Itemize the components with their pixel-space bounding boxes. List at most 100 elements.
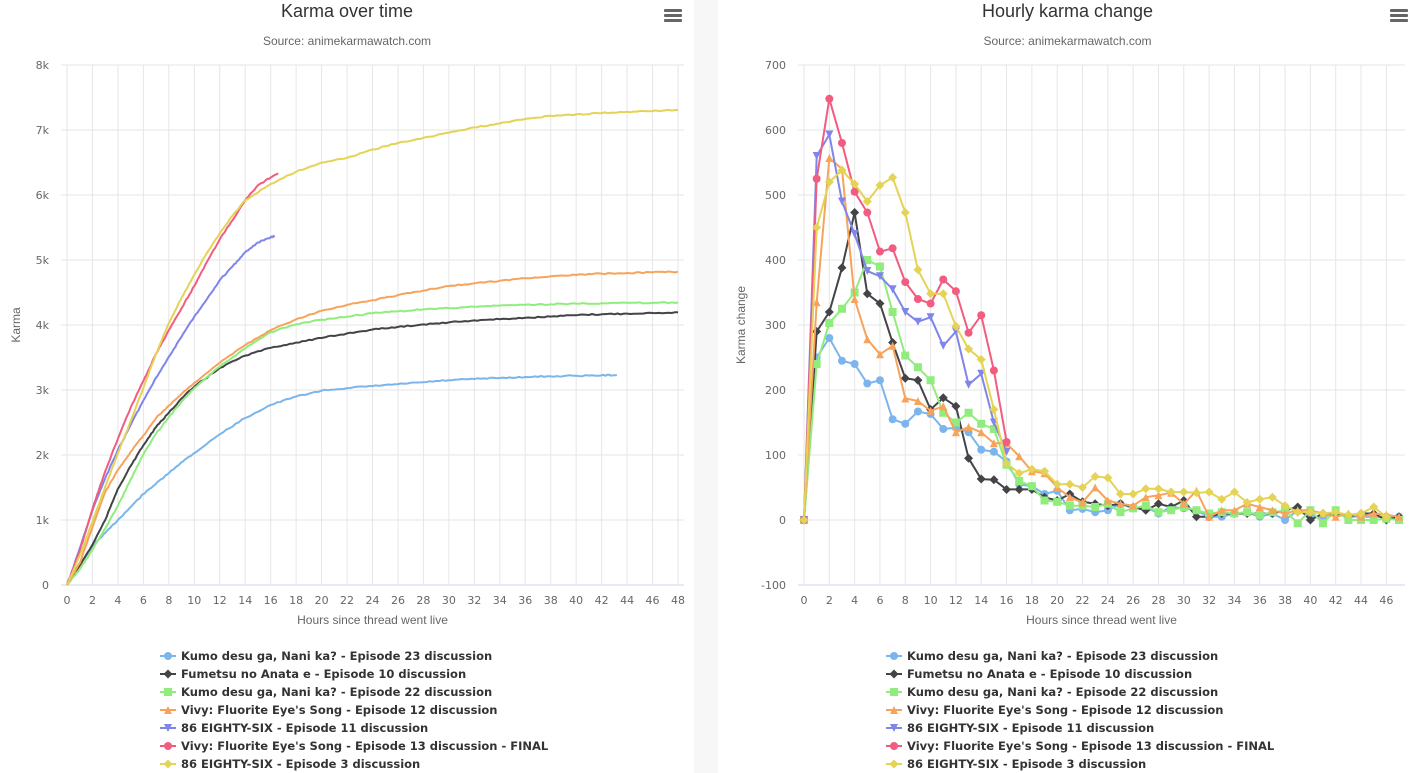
series-4[interactable] [66, 270, 679, 586]
data-point[interactable] [1280, 501, 1290, 511]
data-point[interactable] [938, 289, 948, 299]
data-point[interactable] [1014, 484, 1024, 494]
data-point[interactable] [863, 335, 872, 344]
data-point[interactable] [1103, 473, 1113, 483]
data-point[interactable] [1204, 487, 1214, 497]
data-point[interactable] [989, 425, 998, 433]
data-point[interactable] [850, 230, 859, 238]
data-point[interactable] [888, 244, 897, 253]
data-point[interactable] [1166, 487, 1176, 497]
data-point[interactable] [837, 356, 846, 365]
data-point[interactable] [1027, 482, 1036, 491]
data-point[interactable] [951, 321, 961, 331]
data-point[interactable] [825, 153, 834, 162]
data-point[interactable] [1369, 516, 1378, 524]
data-point[interactable] [1255, 494, 1265, 504]
data-point[interactable] [926, 299, 935, 308]
data-point[interactable] [1179, 499, 1188, 508]
data-point[interactable] [1356, 509, 1366, 518]
data-point[interactable] [939, 425, 948, 433]
data-point[interactable] [900, 208, 910, 218]
data-point[interactable] [913, 265, 923, 275]
data-point[interactable] [1268, 506, 1277, 515]
data-point[interactable] [1091, 503, 1100, 511]
data-point[interactable] [799, 515, 809, 525]
data-point[interactable] [1293, 519, 1302, 528]
data-point[interactable] [1305, 515, 1315, 525]
data-point[interactable] [1281, 516, 1290, 524]
data-point[interactable] [1065, 493, 1074, 502]
data-point[interactable] [1242, 497, 1252, 507]
data-point[interactable] [951, 287, 960, 296]
data-point[interactable] [888, 415, 897, 424]
data-point[interactable] [1129, 501, 1138, 510]
hamburger-menu-icon[interactable] [1390, 9, 1408, 23]
data-point[interactable] [939, 275, 948, 284]
data-point[interactable] [1002, 458, 1012, 468]
data-point[interactable] [1115, 489, 1125, 499]
data-point[interactable] [977, 369, 986, 378]
data-point[interactable] [888, 172, 898, 182]
data-point[interactable] [1395, 512, 1403, 521]
data-point[interactable] [837, 197, 846, 206]
data-point[interactable] [837, 139, 846, 147]
data-point[interactable] [913, 317, 922, 326]
data-point[interactable] [1318, 509, 1328, 518]
data-point[interactable] [901, 308, 910, 316]
data-point[interactable] [1065, 479, 1075, 489]
data-point[interactable] [951, 428, 960, 437]
data-point[interactable] [1015, 477, 1024, 485]
data-point[interactable] [1154, 508, 1163, 517]
legend-item[interactable]: Fumetsu no Anata e - Episode 10 discussi… [160, 665, 548, 683]
data-point[interactable] [964, 408, 973, 417]
data-point[interactable] [850, 208, 860, 218]
data-point[interactable] [1255, 503, 1264, 511]
data-point[interactable] [888, 308, 897, 316]
data-point[interactable] [1002, 447, 1011, 456]
legend-item[interactable]: Kumo desu ga, Nani ka? - Episode 23 disc… [160, 647, 548, 665]
data-point[interactable] [875, 376, 884, 385]
data-point[interactable] [1281, 509, 1290, 518]
data-point[interactable] [825, 94, 834, 103]
data-point[interactable] [812, 223, 822, 232]
data-point[interactable] [901, 394, 910, 403]
data-point[interactable] [875, 180, 885, 190]
data-point[interactable] [1141, 493, 1150, 502]
data-point[interactable] [875, 247, 884, 256]
data-point[interactable] [989, 366, 998, 375]
data-point[interactable] [1343, 510, 1353, 520]
data-point[interactable] [1103, 506, 1112, 515]
data-point[interactable] [837, 304, 846, 313]
data-point[interactable] [850, 179, 860, 189]
data-point[interactable] [875, 262, 884, 271]
data-point[interactable] [976, 474, 986, 484]
data-point[interactable] [939, 402, 948, 411]
data-point[interactable] [1014, 468, 1024, 478]
data-point[interactable] [989, 475, 999, 485]
data-point[interactable] [863, 256, 872, 264]
data-point[interactable] [888, 341, 897, 350]
data-point[interactable] [863, 208, 872, 217]
data-point[interactable] [1116, 499, 1125, 508]
data-point[interactable] [977, 419, 986, 428]
legend-item[interactable]: Vivy: Fluorite Eye's Song - Episode 12 d… [160, 701, 548, 719]
data-point[interactable] [926, 376, 935, 385]
data-point[interactable] [989, 405, 999, 414]
data-point[interactable] [1040, 466, 1050, 476]
data-point[interactable] [1319, 519, 1328, 528]
data-point[interactable] [913, 407, 922, 416]
hamburger-menu-icon[interactable] [664, 9, 682, 23]
series-6[interactable] [800, 94, 1011, 524]
data-point[interactable] [900, 373, 910, 383]
data-point[interactable] [1052, 479, 1062, 489]
legend-item[interactable]: Kumo desu ga, Nani ka? - Episode 23 disc… [886, 647, 1274, 665]
legend-item[interactable]: 86 EIGHTY-SIX - Episode 11 discussion [886, 719, 1274, 737]
data-point[interactable] [1141, 501, 1150, 510]
data-point[interactable] [1267, 492, 1277, 502]
data-point[interactable] [888, 285, 897, 294]
data-point[interactable] [812, 174, 821, 183]
data-point[interactable] [825, 334, 834, 342]
data-point[interactable] [939, 408, 948, 417]
data-point[interactable] [1191, 512, 1201, 522]
legend-item[interactable]: Vivy: Fluorite Eye's Song - Episode 13 d… [886, 737, 1274, 755]
